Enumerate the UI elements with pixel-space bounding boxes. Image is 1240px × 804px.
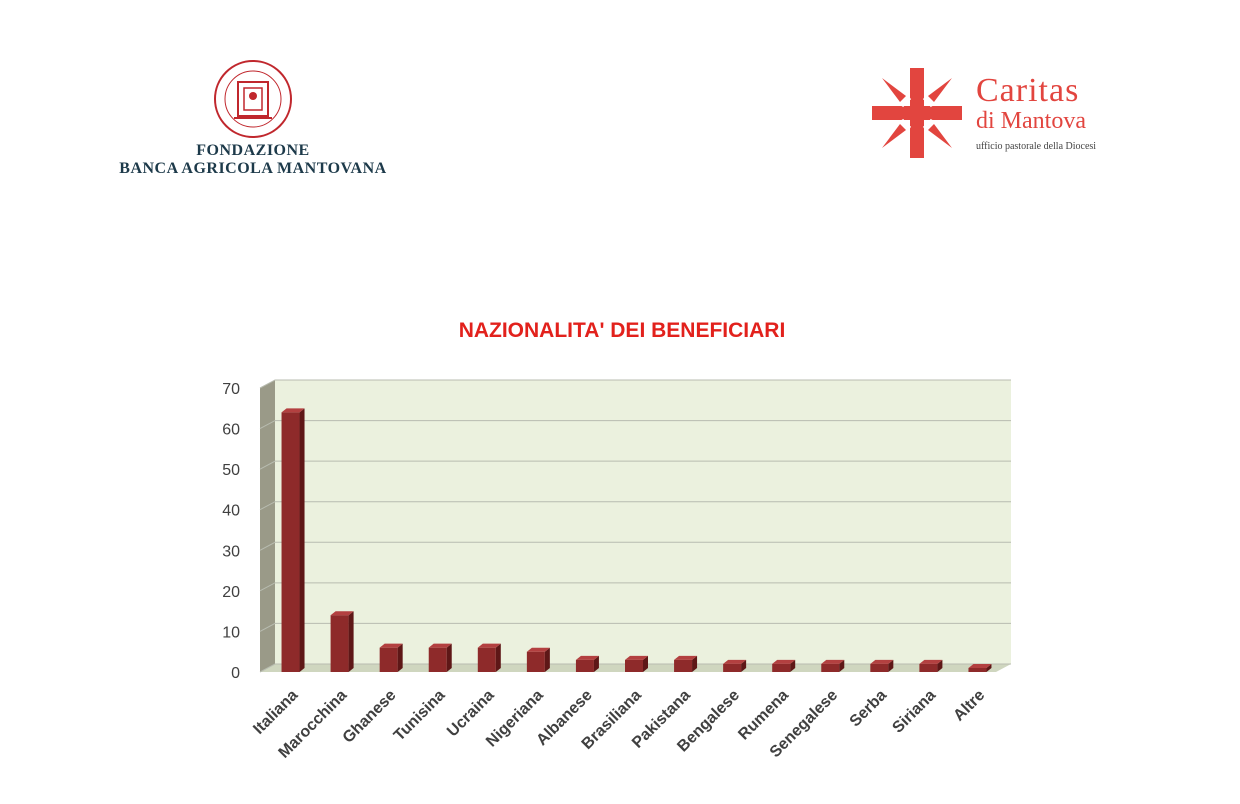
bar-side: [692, 655, 698, 672]
x-tick-label: Siriana: [889, 687, 939, 737]
bar-side: [790, 659, 796, 672]
x-tick-label: Serba: [847, 687, 891, 731]
x-tick-label: Altre: [950, 687, 988, 725]
bar-side: [544, 647, 550, 672]
nationality-bar-chart: NAZIONALITA' DEI BENEFICIARI 0 10 20 30 40 50…: [222, 319, 1011, 762]
y-tick-label: 0: [231, 665, 240, 682]
chart-title: NAZIONALITA' DEI BENEFICIARI: [459, 319, 786, 342]
plot-area: 010203040506070ItalianaMarocchinaGhanese…: [222, 379, 1011, 762]
caritas-logo: Caritas di Mantova ufficio pastorale del…: [870, 66, 1120, 166]
bar-side: [397, 643, 403, 672]
caritas-tagline: ufficio pastorale della Diocesi: [976, 141, 1097, 152]
bar: [772, 663, 791, 672]
y-tick-label: 10: [222, 624, 240, 641]
bar: [330, 615, 349, 672]
y-tick-label: 30: [222, 543, 240, 560]
y-tick-label: 60: [222, 422, 240, 439]
gridline: [259, 379, 1011, 389]
bar-side: [986, 663, 992, 672]
plot-background: [275, 380, 1011, 664]
caritas-city: di Mantova: [976, 108, 1086, 134]
bar-side: [839, 659, 845, 672]
bar: [674, 659, 693, 672]
fondazione-seal-icon: [214, 60, 292, 138]
bar-top: [477, 643, 501, 648]
bar-side: [299, 408, 305, 672]
bar-top: [772, 659, 796, 664]
caritas-cross-icon: [872, 68, 962, 158]
bar-side: [888, 659, 894, 672]
bar-side: [593, 655, 599, 672]
bar: [477, 647, 496, 672]
y-tick-label: 40: [222, 503, 240, 520]
bar-top: [821, 659, 845, 664]
bar-top: [379, 643, 403, 648]
gridline: [259, 420, 1011, 430]
side-wall: [260, 380, 275, 672]
bar-side: [643, 655, 648, 672]
bar: [428, 647, 447, 672]
y-tick-label: 50: [222, 462, 240, 479]
gridline: [259, 460, 1011, 470]
bar: [723, 663, 742, 672]
y-tick-label: 20: [222, 584, 240, 601]
bar-top: [281, 408, 305, 413]
bar-side: [741, 659, 747, 672]
gridline: [259, 501, 1011, 511]
fondazione-logo: FONDAZIONE BANCA AGRICOLA MANTOVANA: [118, 58, 388, 182]
bar-top: [428, 643, 452, 648]
bar-side: [348, 611, 354, 672]
bar: [379, 647, 398, 672]
bar: [281, 412, 300, 672]
fondazione-line2: BANCA AGRICOLA MANTOVANA: [119, 160, 387, 177]
bar: [870, 663, 889, 672]
bar: [526, 651, 545, 672]
y-tick-label: 70: [222, 381, 240, 398]
bar-top: [575, 655, 599, 660]
bar-top: [625, 655, 648, 660]
bar-top: [330, 611, 354, 616]
fondazione-line1: FONDAZIONE: [196, 142, 310, 159]
bar-side: [937, 659, 943, 672]
gridline: [259, 622, 1011, 632]
bar: [575, 659, 594, 672]
gridline: [259, 582, 1011, 592]
bar-top: [870, 659, 894, 664]
bar-top: [919, 659, 943, 664]
bar: [625, 659, 643, 672]
gridline: [259, 541, 1011, 551]
bar-top: [968, 663, 992, 668]
bar-top: [674, 655, 698, 660]
bar-top: [723, 659, 747, 664]
bar: [919, 663, 938, 672]
bar-side: [495, 643, 501, 672]
x-tick-label: Ghanese: [340, 687, 400, 747]
bar: [968, 667, 987, 672]
gridline: [259, 663, 1011, 673]
bar: [821, 663, 840, 672]
x-tick-label: Tunisina: [391, 687, 449, 745]
bar-top: [526, 647, 550, 652]
caritas-name: Caritas: [976, 72, 1080, 109]
bar-side: [446, 643, 452, 672]
